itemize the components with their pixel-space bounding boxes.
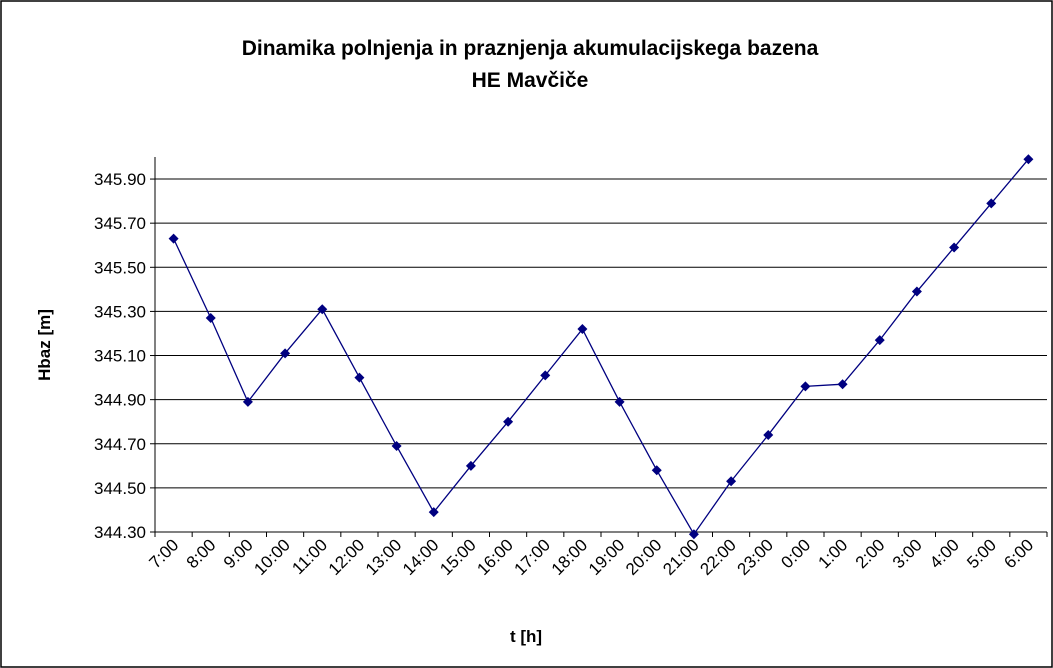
data-point — [1023, 154, 1034, 165]
data-point — [874, 335, 885, 346]
y-tick-label: 345.30 — [94, 302, 146, 321]
y-tick-label: 345.70 — [94, 214, 146, 233]
y-axis-label: Hbaz [m] — [35, 309, 54, 381]
data-point — [280, 348, 291, 359]
data-point — [391, 440, 402, 451]
data-point — [242, 396, 253, 407]
data-point — [726, 476, 737, 487]
data-point — [949, 242, 960, 253]
data-point — [614, 396, 625, 407]
y-tick-label: 344.50 — [94, 479, 146, 498]
data-point — [651, 465, 662, 476]
y-tick-label: 345.50 — [94, 258, 146, 277]
data-point — [763, 429, 774, 440]
data-point — [800, 381, 811, 392]
data-point — [168, 233, 179, 244]
y-tick-label: 344.70 — [94, 435, 146, 454]
y-tick-label: 344.90 — [94, 391, 146, 410]
data-point — [428, 507, 439, 518]
data-point — [465, 460, 476, 471]
data-point — [911, 286, 922, 297]
chart-title: Dinamika polnjenja in praznjenja akumula… — [242, 37, 819, 60]
data-point — [205, 313, 216, 324]
data-point — [577, 324, 588, 335]
data-line — [172, 158, 1029, 536]
chart-title: HE Mavčiče — [472, 69, 589, 92]
data-point — [540, 370, 551, 381]
y-tick-label: 345.10 — [94, 347, 146, 366]
data-point — [503, 416, 514, 427]
data-point — [837, 379, 848, 390]
data-point — [354, 372, 365, 383]
data-point — [688, 529, 699, 540]
x-axis-label: t [h] — [510, 627, 542, 646]
data-point — [986, 198, 997, 209]
y-tick-label: 345.90 — [94, 170, 146, 189]
y-tick-label: 344.30 — [94, 523, 146, 542]
data-point — [317, 304, 328, 315]
